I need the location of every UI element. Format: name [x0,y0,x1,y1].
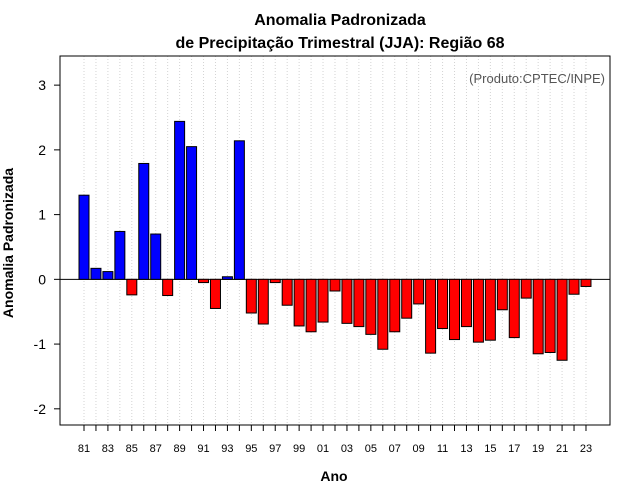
bar-83 [102,271,114,280]
x-tick-label: 19 [532,443,544,455]
bar-03 [341,278,353,324]
bar-97 [269,278,281,284]
bar-82 [90,267,102,280]
bar-81 [78,194,90,280]
bars [78,120,592,361]
source-label: (Produto:CPTEC/INPE) [469,71,605,86]
bar-10 [425,278,437,354]
bar-21 [556,278,568,361]
bar-18 [520,278,532,299]
x-tick-label: 17 [508,443,520,455]
bar-91 [198,278,210,284]
x-tick-label: 11 [437,443,448,455]
bar-96 [257,278,269,325]
x-tick-label: 97 [269,443,281,455]
y-tick-label: 2 [38,142,46,158]
bar-09 [413,278,425,305]
bar-01 [317,278,329,323]
bar-04 [353,278,365,328]
x-axis: 81 83 85 87 89 91 93 95 97 99 01 03 05 07 09 11 13 15 17 19… [78,425,592,455]
x-tick-label: 01 [317,443,329,455]
bar-88 [162,278,174,297]
x-tick-label: 91 [197,443,209,455]
y-tick-label: 1 [38,207,46,223]
x-tick-label: 13 [460,443,472,455]
x-tick-label: 81 [78,443,90,455]
bar-84 [114,230,126,280]
bar-17 [508,278,520,339]
x-tick-label: 03 [341,443,353,455]
x-tick-label: 95 [245,443,257,455]
bar-13 [460,278,472,328]
bar-19 [532,278,544,355]
bar-02 [329,278,341,292]
bar-87 [150,233,162,280]
bar-22 [568,278,580,295]
bar-99 [293,278,305,327]
x-tick-label: 07 [389,443,401,455]
x-tick-label: 15 [484,443,496,455]
bar-95 [245,278,257,314]
bar-89 [174,120,186,280]
bar-05 [365,278,377,335]
bar-14 [472,278,484,343]
bar-85 [126,278,138,296]
y-tick-label: -2 [34,401,47,417]
x-tick-label: 85 [126,443,138,455]
y-axis-label: Anomalia Padronizada [0,168,16,318]
x-tick-label: 05 [365,443,377,455]
bar-15 [484,278,496,341]
bar-98 [281,278,293,306]
bar-12 [449,278,461,341]
bar-94 [233,140,245,280]
bar-92 [209,278,221,309]
y-tick-label: 3 [38,77,46,93]
x-tick-label: 23 [580,443,592,455]
bar-20 [544,278,556,353]
chart-title-line2: de Precipitação Trimestral (JJA): Região… [175,35,504,52]
y-tick-label: -1 [34,336,47,352]
x-tick-label: 83 [102,443,114,455]
chart-title-line1: Anomalia Padronizada [254,12,426,29]
x-tick-label: 21 [556,443,568,455]
y-tick-label: 0 [38,271,46,287]
x-tick-label: 87 [150,443,162,455]
bar-00 [305,278,317,333]
bar-90 [186,146,198,280]
bar-07 [389,278,401,333]
x-axis-label: Ano [320,468,347,484]
bar-08 [401,278,413,319]
bar-06 [377,278,389,350]
x-tick-label: 09 [413,443,425,455]
x-tick-label: 89 [173,443,185,455]
y-axis: -2 -1 0 1 2 3 [34,77,60,417]
bar-93 [221,276,233,280]
x-tick-label: 99 [293,443,305,455]
x-tick-label: 93 [221,443,233,455]
bar-23 [580,278,592,287]
bar-11 [437,278,449,330]
bar-16 [496,278,508,311]
bar-86 [138,162,150,280]
